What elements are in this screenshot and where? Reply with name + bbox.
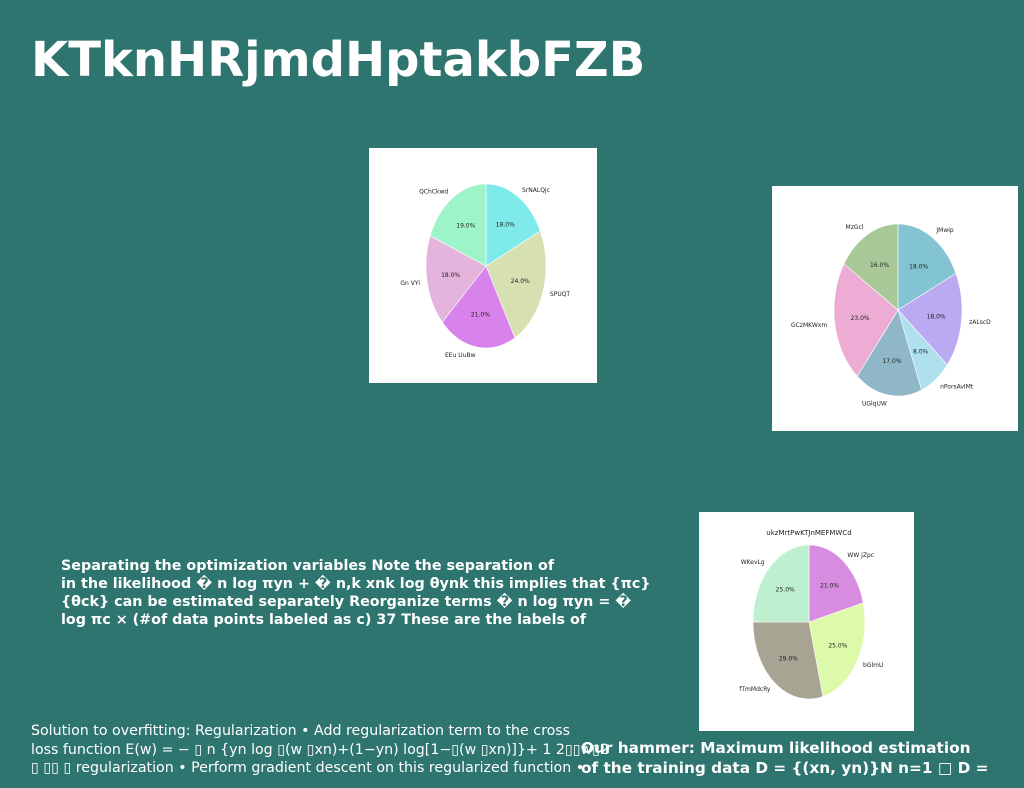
pie-slice-qchckwd (429, 183, 487, 267)
pie-slice-gn-vyi (425, 235, 487, 323)
bottom-left-line: Solution to overfitting: Regularization … (31, 723, 571, 739)
pie-slice-srnalqjc (485, 183, 541, 267)
pie-chart-3: ukzMrtPwKTJnMEFMWCd 21.0% WW jZpc 25.0% bGlm… (699, 512, 914, 731)
pie-value-label: 18.0% (441, 272, 460, 279)
pie-value-label: 18.0% (909, 263, 928, 270)
pie-slice-wkevlg (752, 544, 810, 623)
bold-paragraph-line: Separating the optimization variables No… (61, 558, 555, 574)
pie-value-label: 21.0% (820, 583, 839, 590)
pie-category-label: GCzMKWxm (791, 322, 827, 329)
pie-slice-ww-jzpc (808, 544, 864, 623)
pie-category-label: zALscD (969, 319, 991, 326)
pie-chart-1: 18.0% SrNALQjc 24.0% SPUQT 21.0% EEu UuBw 18.0… (369, 148, 597, 383)
pie-value-label: 19.0% (456, 222, 475, 229)
pie-category-label: nPorsAvIMt (940, 384, 974, 391)
pie-value-label: 25.0% (828, 643, 847, 650)
bold-paragraph: Separating the optimization variables No… (61, 557, 701, 629)
bottom-right-line: of the training data D = {(xn, yn)}N n=1… (581, 758, 989, 777)
pie-value-label: 8.0% (913, 349, 929, 356)
bottom-right-text: Our hammer: Maximum likelihood estimatio… (581, 739, 988, 778)
pie-slice-gczmkwxm (833, 263, 899, 377)
bottom-left-text: Solution to overfitting: Regularization … (31, 722, 609, 778)
pie-category-label: JMwip (935, 227, 954, 234)
pie-value-label: 18.0% (927, 314, 946, 321)
page-title: KTknHRjmdHptakbFZB (31, 32, 646, 88)
pie-value-label: 29.0% (779, 656, 798, 663)
pie-chart-2-svg: 18.0% JMwip 18.0% zALscD 8.0% nPorsAvIMt 17.0%… (791, 223, 991, 407)
pie-slice-zalscd (897, 272, 963, 366)
bottom-left-line: ▯ ▯▯ ▯ regularization • Perform gradient… (31, 760, 585, 776)
pie-category-label: SPUQT (550, 291, 571, 298)
pie-title: ukzMrtPwKTJnMEFMWCd (766, 529, 851, 537)
pie-slice-spuqt (485, 230, 547, 339)
bottom-left-line: loss function E(w) = − ▯ n {yn log ▯(w ▯… (31, 741, 609, 758)
pie-category-label: QChCkwd (419, 188, 448, 195)
bold-paragraph-line: {θck} can be estimated separately Reorga… (61, 594, 632, 610)
pie-slice-uglquw (856, 309, 922, 397)
pie-value-label: 24.0% (511, 278, 530, 285)
pie-value-label: 25.0% (776, 586, 795, 593)
pie-value-label: 16.0% (870, 262, 889, 269)
pie-category-label: bGlmU (863, 662, 883, 669)
pie-value-label: 18.0% (496, 222, 515, 229)
pie-chart-2: 18.0% JMwip 18.0% zALscD 8.0% nPorsAvIMt 17.0%… (772, 186, 1018, 431)
pie-category-label: MzGcl (846, 224, 864, 231)
pie-value-label: 21.0% (471, 312, 490, 319)
pie-slice-mzgcl (843, 223, 899, 311)
pie-category-label: fTmMdcRy (739, 686, 771, 693)
pie-category-label: SrNALQjc (522, 187, 550, 194)
pie-slice-eeu-uubw (441, 265, 516, 349)
pie-value-label: 23.0% (851, 315, 870, 322)
pie-slice-ftmmdcry (752, 621, 824, 700)
pie-value-label: 17.0% (882, 358, 901, 365)
bold-paragraph-line: log πc × (#of data points labeled as c) … (61, 612, 587, 628)
pie-category-label: EEu UuBw (445, 352, 476, 359)
pie-category-label: UGlqUW (862, 400, 887, 407)
bold-paragraph-line: in the likelihood � n log πyn + � n,k xn… (61, 576, 651, 592)
pie-chart-1-svg: 18.0% SrNALQjc 24.0% SPUQT 21.0% EEu UuBw 18.0… (400, 183, 571, 359)
pie-chart-3-svg: ukzMrtPwKTJnMEFMWCd 21.0% WW jZpc 25.0% bGlm… (739, 529, 883, 700)
pie-slice-bglmu (808, 602, 866, 697)
pie-category-label: WW jZpc (847, 552, 874, 559)
pie-category-label: Gn VYi (400, 280, 420, 287)
pie-slice-jmwip (897, 223, 957, 311)
bottom-right-line: Our hammer: Maximum likelihood estimatio… (581, 739, 971, 757)
pie-category-label: WKevLg (741, 559, 765, 566)
